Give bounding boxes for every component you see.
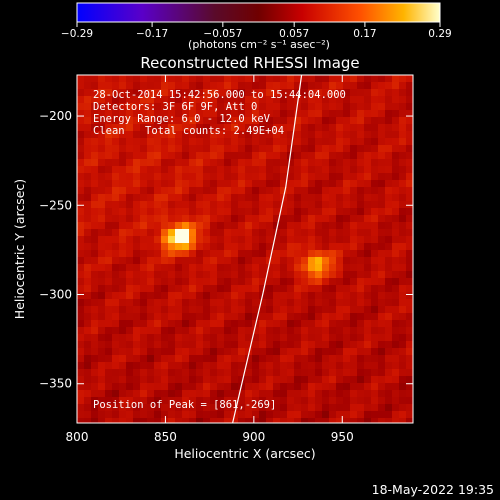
y-axis-label: Heliocentric Y (arcsec) bbox=[12, 179, 27, 319]
plot-image bbox=[77, 75, 413, 423]
colorbar-tick-label: −0.17 bbox=[136, 28, 168, 40]
annotation-algorithm: Clean bbox=[93, 125, 125, 137]
annotation-time-range: 28-Oct-2014 15:42:56.000 to 15:44:04.000 bbox=[93, 89, 346, 101]
y-tick-label: −200 bbox=[39, 109, 72, 123]
annotation-total-counts: Total counts: 2.49E+04 bbox=[145, 125, 284, 137]
colorbar-units: (photons cm⁻² s⁻¹ asec⁻²) bbox=[188, 38, 330, 51]
plot-frame bbox=[76, 74, 414, 424]
y-tick-label: −250 bbox=[39, 198, 72, 212]
colorbar-tick-label: 0.29 bbox=[428, 28, 451, 40]
colorbar-ticks: −0.29 −0.17 −0.057 0.057 0.17 0.29 bbox=[61, 22, 452, 40]
y-tick-label: −300 bbox=[39, 288, 72, 302]
chart-title: Reconstructed RHESSI Image bbox=[140, 54, 359, 72]
x-tick-label: 800 bbox=[66, 430, 89, 444]
colorbar bbox=[76, 2, 441, 23]
axis-ticks: 800 850 900 950 −350 −300 −250 −200 bbox=[39, 75, 413, 444]
colorbar-tick-label: 0.17 bbox=[353, 28, 376, 40]
x-axis-label: Heliocentric X (arcsec) bbox=[174, 446, 315, 461]
x-tick-label: 850 bbox=[154, 430, 177, 444]
colorbar-tick-label: 0.057 bbox=[279, 28, 309, 40]
x-tick-label: 950 bbox=[331, 430, 354, 444]
y-tick-label: −350 bbox=[39, 377, 72, 391]
colorbar-tick-label: −0.057 bbox=[203, 28, 242, 40]
colorbar-tick-label: −0.29 bbox=[61, 28, 93, 40]
solar-limb-line bbox=[232, 75, 303, 423]
annotation-energy: Energy Range: 6.0 - 12.0 keV bbox=[93, 113, 271, 125]
x-tick-label: 900 bbox=[242, 430, 265, 444]
annotation-detectors: Detectors: 3F 6F 9F, Att 0 bbox=[93, 101, 257, 113]
annotation-peak-position: Position of Peak = [861,-269] bbox=[93, 399, 276, 411]
timestamp: 18-May-2022 19:35 bbox=[372, 482, 494, 497]
